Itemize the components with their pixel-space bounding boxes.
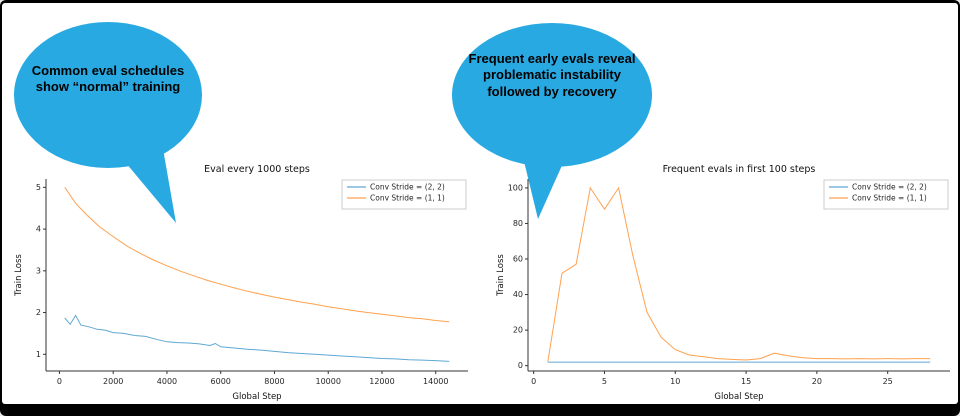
- slide: 1 2 3 4 5 0 2000 4000 6000 8000 10000 12000 14000 Eva…: [2, 3, 958, 404]
- x-tick-label: 4000: [157, 377, 177, 386]
- speech-bubble-left: Common eval schedules show “normal” trai…: [4, 11, 216, 233]
- y-axis-label: Train Loss: [496, 254, 506, 297]
- speech-bubble-left-shape: [14, 22, 202, 223]
- legend-box: [341, 179, 467, 210]
- legend-label: Conv Stride = (1, 1): [852, 194, 927, 203]
- x-tick-label: 10000: [316, 377, 341, 386]
- x-tick-label: 12000: [369, 377, 394, 386]
- speech-bubble-right-text: Frequent early evals reveal problematic …: [468, 51, 636, 99]
- x-tick-label: 0: [57, 377, 62, 386]
- x-tick-label: 5: [602, 377, 607, 386]
- x-tick-label: 6000: [211, 377, 231, 386]
- x-axis-label: Global Step: [714, 392, 763, 402]
- y-tick-label: 0: [518, 361, 523, 370]
- y-tick-label: 40: [513, 290, 523, 299]
- speech-bubble-left-text: Common eval schedules show “normal” trai…: [31, 63, 185, 95]
- series-line: [64, 187, 450, 323]
- x-tick-label: 0: [531, 377, 536, 386]
- x-tick-label: 2000: [103, 377, 123, 386]
- y-tick-label: 3: [36, 266, 41, 275]
- axes: 1 2 3 4 5 0 2000 4000 6000 8000 10000 12000 14000: [36, 179, 468, 386]
- speech-bubble-right: Frequent early evals reveal problematic …: [448, 17, 662, 225]
- legend-label: Conv Stride = (2, 2): [370, 183, 445, 192]
- y-tick-label: 4: [36, 225, 41, 234]
- legend: Conv Stride = (2, 2) Conv Stride = (1, 1): [823, 179, 949, 210]
- legend: Conv Stride = (2, 2) Conv Stride = (1, 1): [341, 179, 467, 210]
- speech-bubble-left-ellipse: [14, 22, 202, 168]
- chart-frequent-evals-first-100-steps: 0 20 40 60 80 100 0 5 10 15 20 25 Frequent evals in …: [496, 164, 950, 402]
- x-tick-label: 10: [670, 377, 680, 386]
- y-tick-label: 2: [36, 308, 41, 317]
- x-axis-label: Global Step: [232, 392, 281, 402]
- y-axis-label: Train Loss: [14, 254, 24, 297]
- y-tick-label: 80: [513, 219, 523, 228]
- y-tick-label: 20: [513, 326, 523, 335]
- speech-bubble-right-shape: [452, 23, 652, 219]
- series-line: [547, 186, 931, 363]
- chart-eval-every-1000-steps: 1 2 3 4 5 0 2000 4000 6000 8000 10000 12000 14000 Eva…: [14, 164, 468, 402]
- chart-title: Eval every 1000 steps: [204, 164, 310, 175]
- x-tick-label: 15: [741, 377, 751, 386]
- legend-label: Conv Stride = (1, 1): [370, 194, 445, 203]
- legend-box: [823, 179, 949, 210]
- speech-bubble-right-ellipse: [452, 23, 652, 167]
- speech-bubble-right-tail: [522, 153, 564, 219]
- y-tick-label: 100: [508, 183, 523, 192]
- y-tick-label: 5: [36, 183, 41, 192]
- x-tick-label: 25: [883, 377, 893, 386]
- y-tick-label: 60: [513, 255, 523, 264]
- x-tick-label: 8000: [264, 377, 284, 386]
- x-tick-label: 14000: [423, 377, 448, 386]
- axes: 0 20 40 60 80 100 0 5 10 15 20 25: [508, 179, 950, 386]
- chart-title: Frequent evals in first 100 steps: [663, 164, 816, 175]
- y-tick-label: 1: [36, 350, 41, 359]
- series-line: [64, 314, 450, 362]
- x-tick-label: 20: [812, 377, 822, 386]
- legend-label: Conv Stride = (2, 2): [852, 183, 927, 192]
